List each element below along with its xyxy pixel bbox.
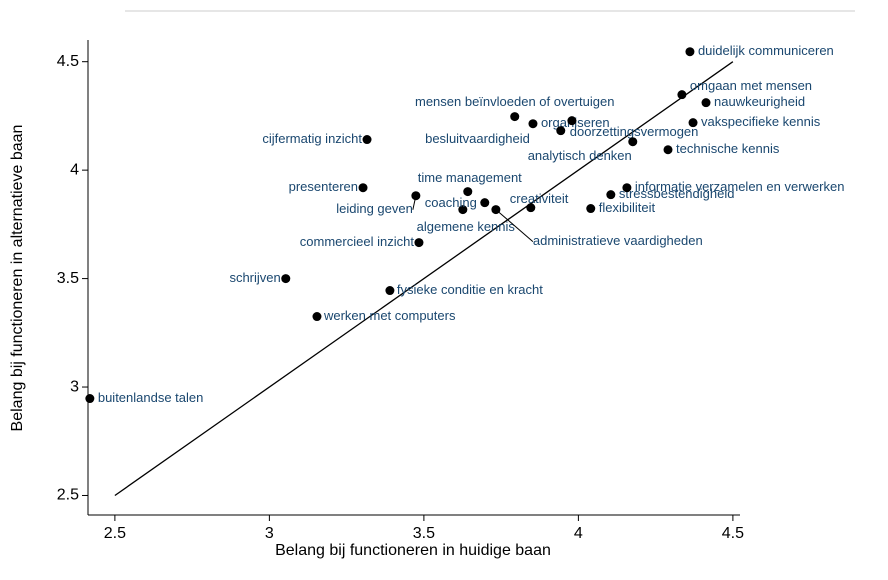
point [480,198,490,208]
y-tick-label: 4 [70,161,79,178]
point [510,112,520,122]
y-axis-label: Belang bij functioneren in alternatieve … [9,125,26,432]
point-label: schrijven [229,270,280,285]
point-label: administratieve vaardigheden [533,233,703,248]
point [701,98,711,108]
point-label: buitenlandse talen [98,390,204,405]
point-label: flexibiliteit [599,200,656,215]
point [586,204,596,214]
x-axis-label: Belang bij functioneren in huidige baan [275,542,551,559]
label-arrow [495,209,534,242]
y-tick-label: 4.5 [57,53,79,70]
point-label: informatie verzamelen en verwerken [635,179,845,194]
point [358,183,368,193]
label-arrow [412,195,417,210]
point [663,145,673,155]
point [685,47,695,57]
point-label: doorzettingsvermogen [570,124,699,139]
point [312,312,322,322]
point-label: commercieel inzicht [300,234,415,249]
x-tick-label: 2.5 [104,525,126,542]
point-label: presenteren [289,179,358,194]
reference-line [114,61,734,497]
x-tick-label: 4.5 [722,525,744,542]
point [526,203,536,213]
point [458,205,468,215]
point [385,286,395,296]
point-label: time management [418,170,522,185]
point-label: omgaan met mensen [690,78,812,93]
point [628,137,638,147]
point-label: analytisch denken [528,148,632,163]
point [414,238,424,248]
point-label: werken met computers [323,308,456,323]
x-tick-label: 4 [574,525,583,542]
point [606,190,616,200]
point-label: nauwkeurigheid [714,94,805,109]
y-tick-label: 2.5 [57,487,79,504]
point-label: leiding geven [336,201,413,216]
point-label: stressbestendigheid [619,186,735,201]
point [463,187,473,197]
point [622,183,632,193]
point [281,274,291,284]
x-tick-label: 3 [265,525,274,542]
y-tick-label: 3.5 [57,270,79,287]
point [528,119,538,129]
x-tick-label: 3.5 [413,525,435,542]
point-label: fysieke conditie en kracht [397,282,543,297]
point [85,394,95,404]
point-label: mensen beïnvloeden of overtuigen [415,94,614,109]
point [677,90,687,100]
point-label: cijfermatig inzicht [262,131,362,146]
point [567,116,577,126]
point-label: besluitvaardigheid [425,131,530,146]
point-label: creativiteit [510,191,569,206]
point-label: duidelijk communiceren [698,43,834,58]
point [556,126,566,136]
point-label: technische kennis [676,141,780,156]
point [688,118,698,128]
y-tick-label: 3 [70,378,79,395]
point-label: algemene kennis [417,219,516,234]
point-label: vakspecifieke kennis [701,114,821,129]
point-label: coaching [425,195,477,210]
point [362,135,372,145]
